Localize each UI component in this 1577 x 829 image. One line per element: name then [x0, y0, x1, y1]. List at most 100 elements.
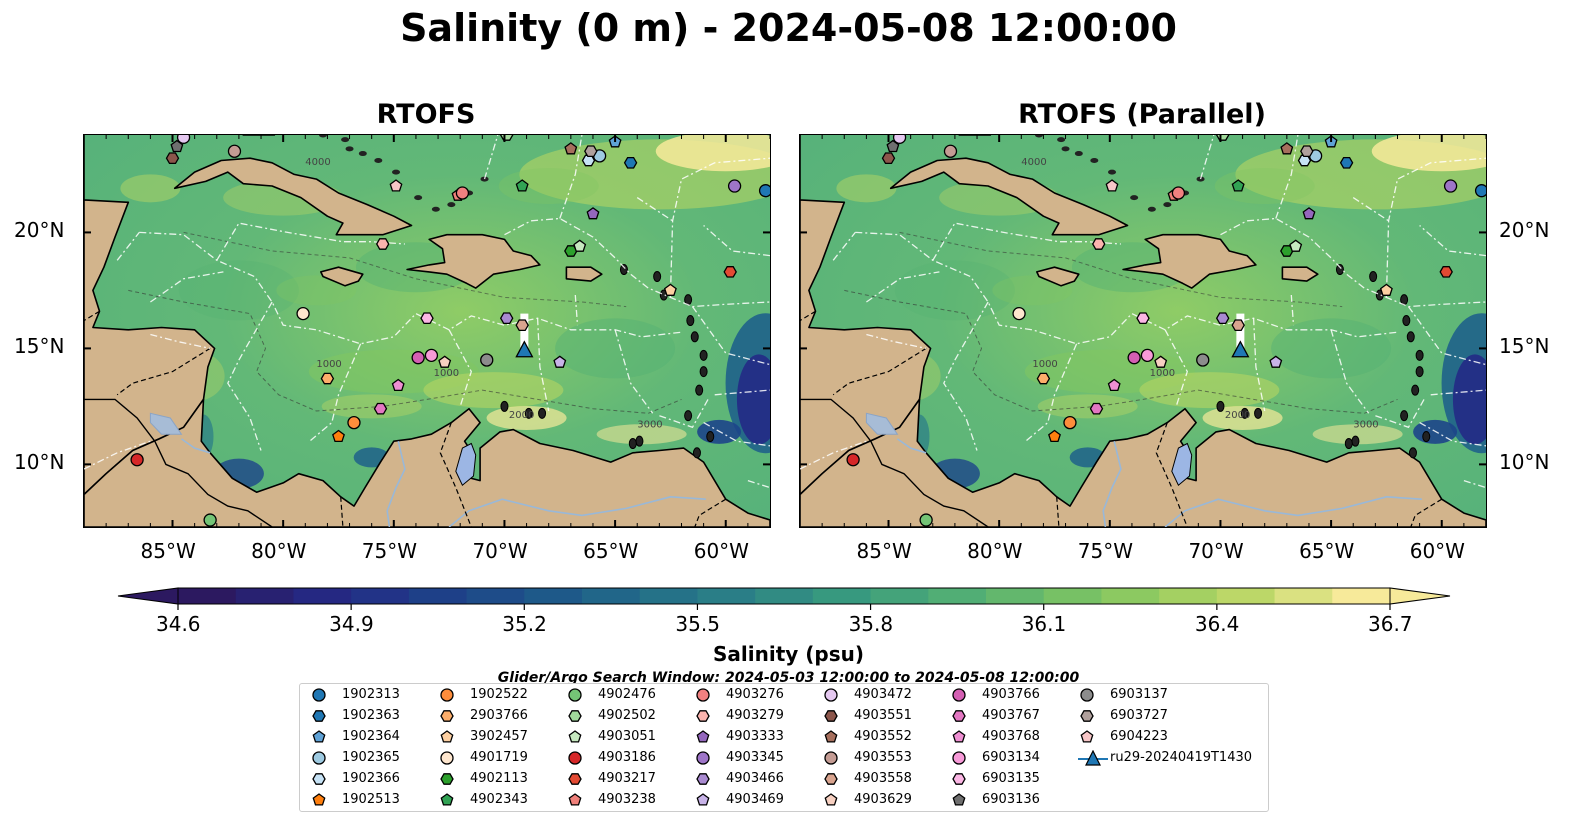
float-marker-4903333 [1302, 207, 1316, 220]
float-marker-4903472 [892, 135, 907, 144]
float-marker-4903466 [1215, 312, 1230, 325]
colorbar-segment [639, 588, 698, 604]
legend-label: 4903276 [726, 687, 784, 702]
legend-marker [312, 710, 326, 722]
legend-label: 1902364 [342, 729, 400, 744]
float-marker-4903766 [1127, 351, 1141, 365]
float-marker-4903466 [499, 312, 514, 325]
legend-marker [568, 730, 582, 743]
colorbar-segment [755, 588, 814, 604]
map-panel-rtofs-parallel[interactable]: 1000 1000 2000 3000 4000 [799, 134, 1487, 528]
float-marker-4903553 [227, 144, 242, 158]
legend-label: 4903768 [982, 729, 1040, 744]
legend-marker [312, 730, 326, 743]
float-marker-6903135 [1136, 312, 1150, 325]
float-marker-1902313 [758, 184, 770, 198]
lon-tick-label: 70°W [472, 539, 528, 563]
legend-marker [696, 730, 710, 743]
hexagon-marker-icon [568, 773, 582, 785]
pentagon-marker-icon [952, 730, 966, 743]
circle-marker-icon [568, 751, 582, 765]
legend-label: 4903551 [854, 708, 912, 723]
float-marker-4903551 [165, 152, 180, 165]
legend-marker [696, 773, 710, 785]
circle-marker-icon [312, 751, 326, 765]
legend-marker [696, 751, 710, 765]
float-marker-4903345 [727, 179, 742, 193]
float-marker-4901719 [296, 306, 310, 321]
legend-marker [568, 773, 582, 785]
legend-label: 6903727 [1110, 708, 1168, 723]
lon-tick-label: 65°W [583, 539, 639, 563]
float-marker-4903469 [553, 355, 567, 368]
float-marker-4903472 [176, 135, 191, 144]
float-marker-2903766 [1036, 372, 1051, 385]
float-marker-4903051 [1289, 239, 1303, 252]
pentagon-marker-icon [1080, 730, 1094, 743]
contour-label: 1000 [1032, 359, 1057, 370]
legend-label: 6903134 [982, 750, 1040, 765]
hexagon-marker-icon [568, 710, 582, 722]
legend-marker [440, 793, 454, 806]
triangle-marker-icon [1078, 750, 1108, 766]
colorbar-segment [812, 588, 872, 604]
map-panel-rtofs[interactable]: 1000 1000 2000 3000 4000 [83, 134, 771, 528]
legend-marker [440, 773, 454, 785]
legend-marker [440, 688, 454, 702]
float-marker-4903767 [1089, 402, 1104, 415]
contour-label: 2000 [509, 410, 534, 421]
colorbar-extend-high [1389, 587, 1451, 605]
circle-marker-icon [440, 688, 454, 702]
legend-marker [952, 751, 966, 765]
legend-label: 4903051 [598, 729, 656, 744]
colorbar-segment [1101, 588, 1160, 604]
float-marker-4902476 [919, 513, 933, 527]
colorbar-label: Salinity (psu) [712, 642, 864, 666]
legend-marker [824, 730, 838, 743]
legend-label: 6903137 [1110, 687, 1168, 702]
float-marker-4903333 [586, 207, 600, 220]
pentagon-marker-icon [312, 730, 326, 743]
salinity-map-rtofs: 1000 1000 2000 3000 4000 [84, 135, 770, 527]
float-marker-1902522 [1063, 415, 1077, 430]
circle-marker-icon [824, 751, 838, 765]
lon-tick-label: 80°W [251, 539, 307, 563]
contour-label: 4000 [1021, 157, 1046, 168]
circle-marker-icon [952, 688, 966, 702]
colorbar-segment [1332, 588, 1391, 604]
hexagon-marker-icon [312, 773, 326, 785]
lon-tick-label: 85°W [856, 539, 912, 563]
float-marker-6904223 [389, 179, 403, 192]
colorbar-tick-label: 34.6 [156, 612, 201, 636]
legend-label: 4902502 [598, 708, 656, 723]
colorbar-tick-label: 35.5 [675, 612, 720, 636]
legend-marker [696, 793, 710, 806]
float-marker-4903279 [375, 238, 390, 250]
contour-label: 1000 [316, 359, 341, 370]
float-marker-4903558 [1231, 319, 1245, 332]
lon-tick-label: 70°W [1188, 539, 1244, 563]
float-marker-4903629 [1154, 355, 1168, 368]
float-marker-6903135 [420, 312, 434, 325]
hexagon-marker-icon [440, 773, 454, 785]
circle-marker-icon [824, 688, 838, 702]
float-marker-6903727 [1300, 145, 1314, 158]
glider-track [1236, 313, 1245, 351]
pentagon-marker-icon [440, 793, 454, 806]
colorbar-segment [1043, 588, 1102, 604]
float-marker-4903276 [455, 186, 470, 200]
panel-title-rtofs: RTOFS [376, 99, 476, 130]
contour-label: 2000 [1225, 410, 1250, 421]
hexagon-marker-icon [952, 710, 966, 722]
circle-marker-icon [1080, 688, 1094, 702]
hexagon-marker-icon [1080, 710, 1094, 722]
float-legend: 1902313 1902363 1902364 1902365 1902366 19025… [299, 683, 1269, 812]
legend-label: 4903552 [854, 729, 912, 744]
float-marker-4902343 [1231, 179, 1245, 192]
colorbar-tick-label: 34.9 [329, 612, 374, 636]
legend-label: 1902363 [342, 708, 400, 723]
colorbar-segment [466, 588, 525, 604]
legend-label: 3902457 [470, 729, 528, 744]
hexagon-marker-icon [824, 710, 838, 722]
pentagon-marker-icon [696, 730, 710, 743]
